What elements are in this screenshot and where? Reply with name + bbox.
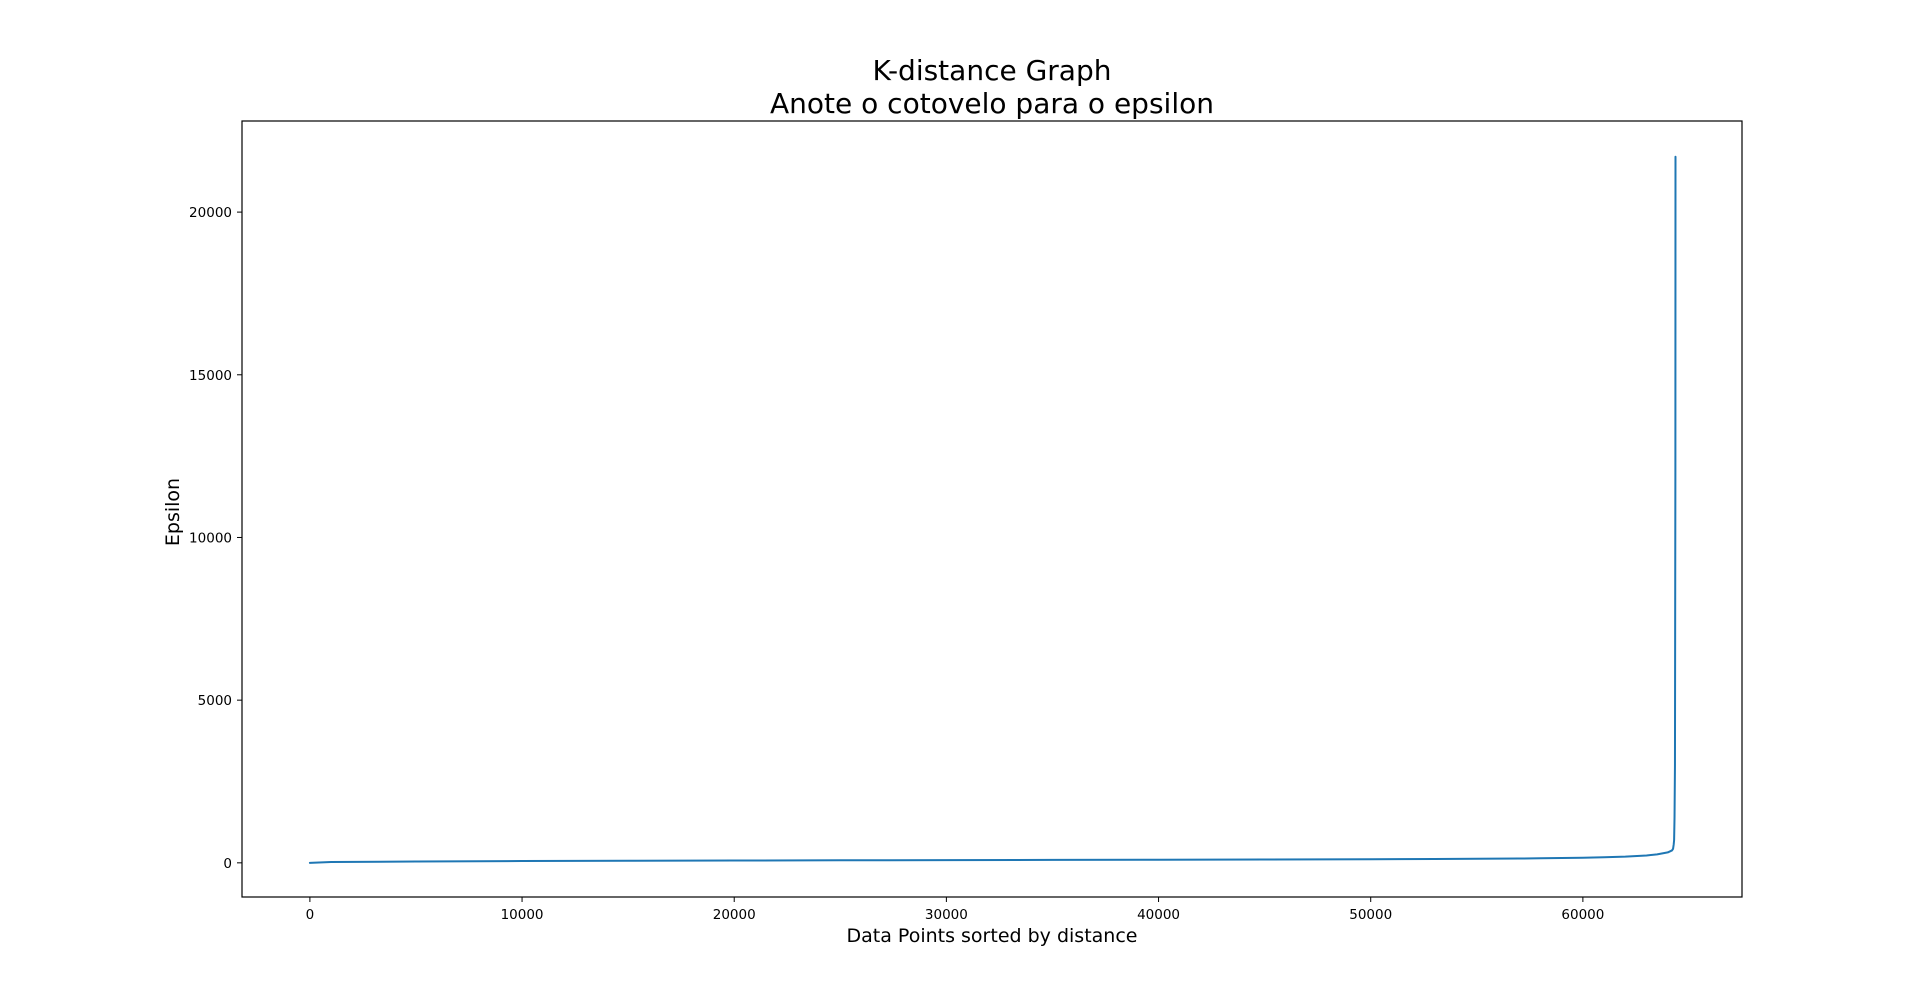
x-tick-label: 20000 [713,907,756,923]
x-tick-label: 0 [306,907,315,923]
x-tick-label: 50000 [1349,907,1392,923]
x-tick-label: 60000 [1561,907,1604,923]
chart-subtitle: Anote o cotovelo para o epsilon [770,87,1214,120]
y-axis-label: Epsilon [162,478,184,546]
x-axis: 0 10000 20000 30000 40000 50000 60000 [306,897,1604,923]
y-axis: 0 5000 10000 15000 20000 [189,205,242,872]
y-tick-label: 15000 [189,368,232,384]
y-tick-label: 20000 [189,205,232,221]
y-tick-label: 5000 [198,693,232,709]
x-axis-label: Data Points sorted by distance [847,925,1138,947]
y-tick-label: 0 [223,856,232,872]
x-tick-label: 10000 [501,907,544,923]
plot-area-frame [241,120,1743,898]
series-layer [308,155,1677,864]
x-tick-label: 40000 [1137,907,1180,923]
y-tick-label: 10000 [189,530,232,546]
x-tick-label: 30000 [925,907,968,923]
series-line [308,155,1677,864]
chart-title: K-distance Graph [873,54,1112,87]
